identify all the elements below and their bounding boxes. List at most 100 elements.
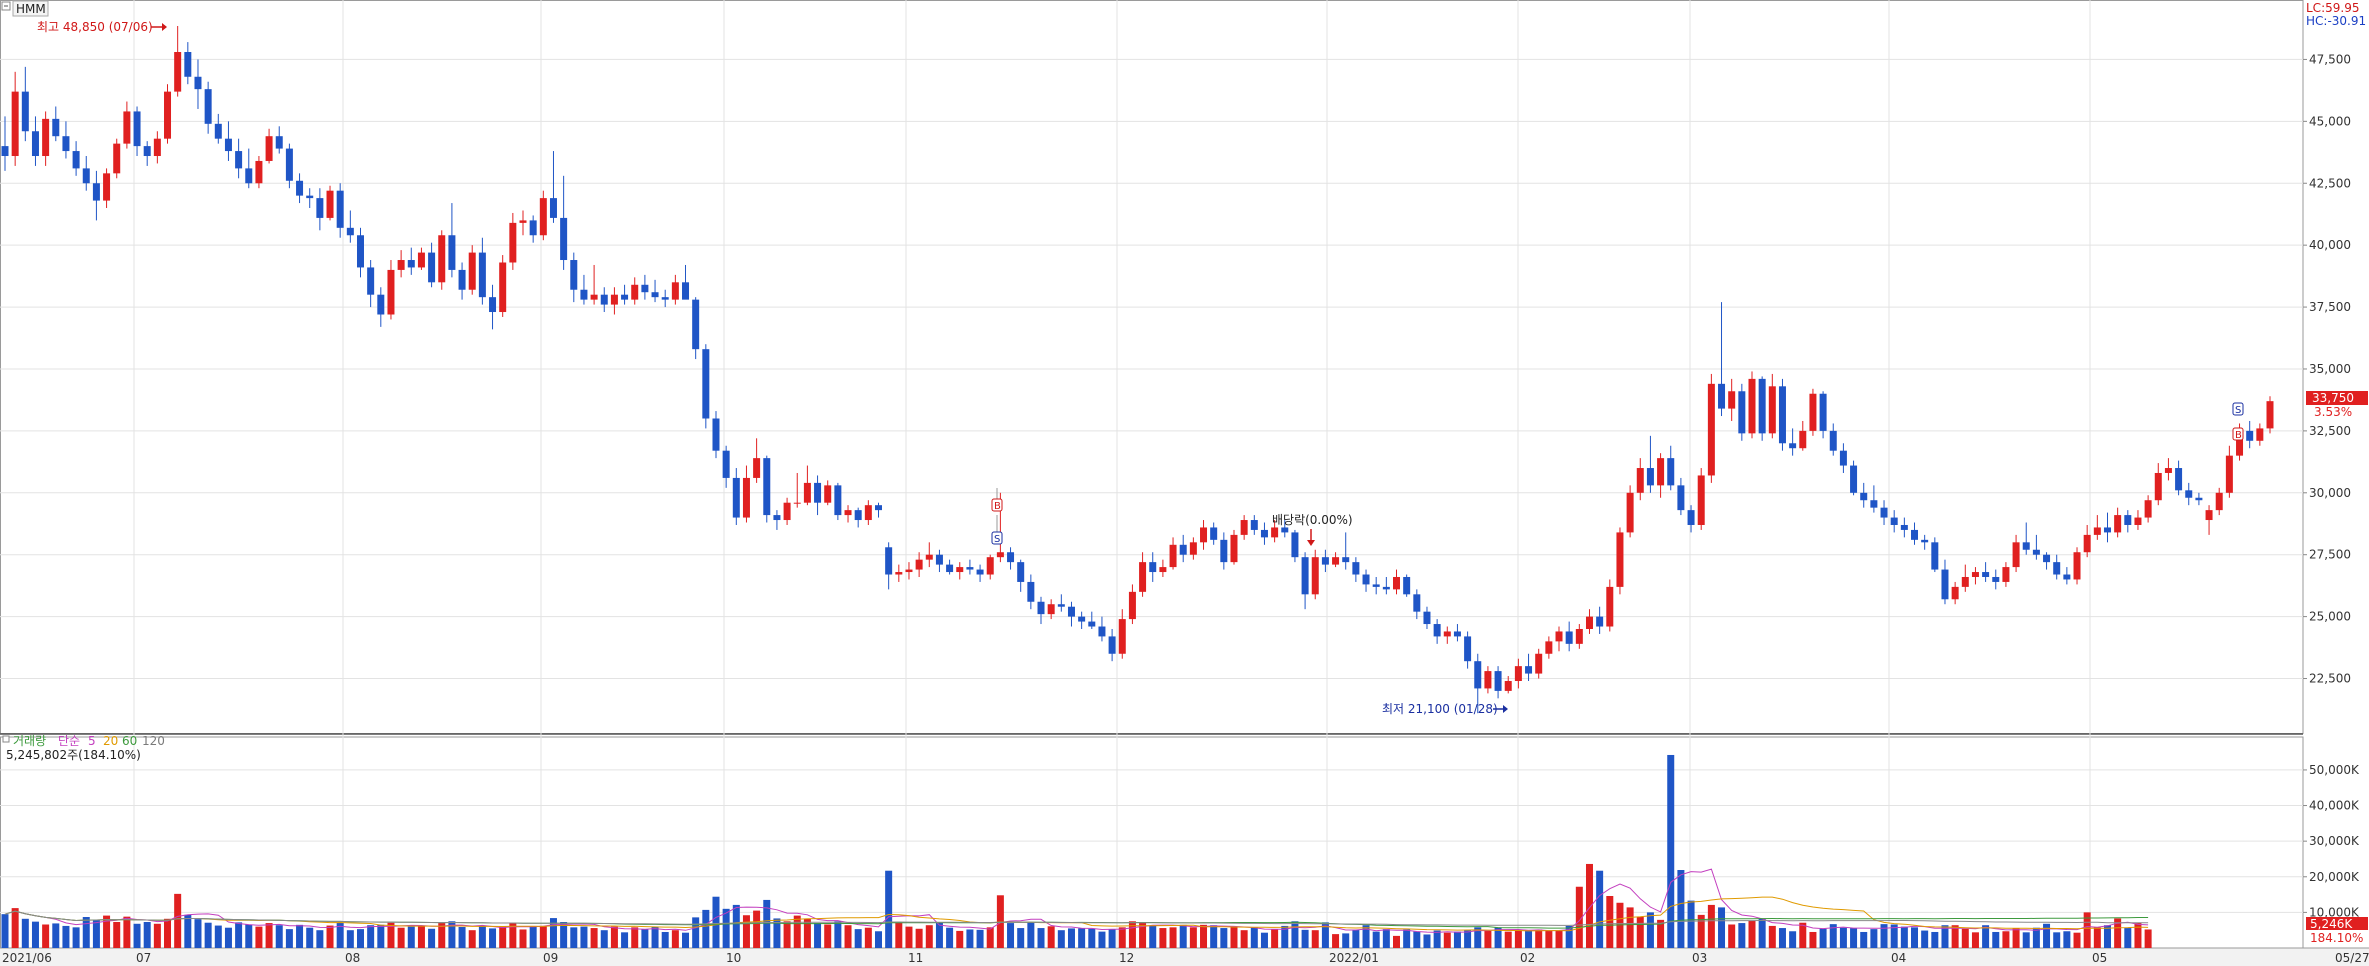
candle bbox=[1271, 520, 1279, 543]
volume-bar bbox=[854, 929, 862, 948]
volume-bar bbox=[935, 922, 943, 948]
candle-body bbox=[2063, 574, 2071, 580]
candle bbox=[763, 455, 771, 523]
price-axis: 22,500 25,000 27,500 30,000 32,500 35,000 37,5… bbox=[2303, 52, 2351, 686]
candle bbox=[285, 143, 293, 189]
candle-body bbox=[1860, 492, 1868, 501]
ticker-box[interactable]: HMM bbox=[1, 0, 49, 17]
candle-body bbox=[1525, 666, 1533, 674]
volume-bar bbox=[1961, 928, 1969, 948]
candle-body bbox=[2225, 455, 2233, 493]
candle-body bbox=[1393, 576, 1401, 590]
candle bbox=[2124, 510, 2132, 533]
candle bbox=[377, 287, 385, 327]
volume-bar bbox=[62, 925, 70, 948]
candle-body bbox=[326, 190, 334, 218]
candle-body bbox=[407, 260, 415, 268]
candle bbox=[1870, 485, 1878, 513]
volume-bar bbox=[336, 922, 344, 948]
candle bbox=[245, 148, 253, 189]
candle bbox=[1017, 559, 1025, 592]
candle-body bbox=[1250, 520, 1258, 530]
volume-panel-frame bbox=[0, 736, 2304, 949]
candle bbox=[1169, 537, 1177, 570]
volume-bar bbox=[164, 918, 172, 948]
candle-body bbox=[499, 262, 507, 313]
candle bbox=[2002, 562, 2010, 587]
volume-bar bbox=[1992, 931, 2000, 948]
date-tick-label: 11 bbox=[908, 951, 923, 965]
candle bbox=[1911, 522, 1919, 545]
candle bbox=[417, 247, 425, 270]
candle-body bbox=[1149, 562, 1157, 573]
candle-body bbox=[1941, 569, 1949, 600]
volume-bar bbox=[82, 917, 90, 948]
volume-bar bbox=[1758, 918, 1766, 948]
candle bbox=[1992, 569, 2000, 590]
candle bbox=[1839, 443, 1847, 473]
candle-body bbox=[489, 297, 497, 313]
volume-bar bbox=[478, 925, 486, 948]
volume-bar bbox=[1728, 924, 1736, 948]
volume-bar bbox=[2134, 923, 2142, 948]
candle bbox=[692, 297, 700, 360]
candle bbox=[164, 84, 172, 144]
volume-bar bbox=[661, 931, 669, 948]
candle-body bbox=[803, 482, 811, 503]
volume-bar bbox=[1839, 927, 1847, 948]
candle bbox=[2134, 510, 2142, 530]
candle-body bbox=[2053, 562, 2061, 575]
volume-bar bbox=[123, 916, 131, 948]
volume-bar bbox=[438, 923, 446, 948]
candle-body bbox=[1281, 527, 1289, 533]
date-axis: 2021/06 07 08 09 10 11 12 2022/01 02 03 04 05 05/27 bbox=[2, 951, 2369, 965]
candle-body bbox=[1870, 500, 1878, 508]
candle bbox=[1128, 584, 1136, 625]
candle bbox=[92, 170, 100, 221]
candle-body bbox=[1189, 542, 1197, 555]
volume-bar bbox=[753, 910, 761, 948]
volume-bar bbox=[2073, 932, 2081, 948]
candle-body bbox=[1565, 631, 1573, 644]
candle bbox=[1687, 505, 1695, 533]
volume-bar bbox=[1585, 863, 1593, 948]
candle-body bbox=[915, 559, 923, 570]
volume-bar bbox=[316, 930, 324, 948]
volume-bar bbox=[1971, 932, 1979, 948]
volume-bar bbox=[204, 922, 212, 948]
candle bbox=[570, 252, 578, 303]
volume-bar bbox=[824, 924, 832, 948]
candle bbox=[1616, 527, 1624, 595]
volume-bar bbox=[1870, 929, 1878, 948]
candle-body bbox=[1667, 458, 1675, 486]
volume-bar bbox=[946, 927, 954, 948]
volume-bar bbox=[21, 918, 29, 948]
candle-body bbox=[245, 168, 253, 184]
candle bbox=[1413, 589, 1421, 620]
candle-body bbox=[1301, 557, 1309, 595]
volume-tick-label: 50,000K bbox=[2309, 763, 2360, 777]
volume-bar bbox=[2083, 912, 2091, 948]
candle bbox=[1210, 522, 1218, 545]
candle bbox=[42, 111, 50, 166]
candle-body bbox=[1677, 485, 1685, 511]
candle-body bbox=[1778, 386, 1786, 444]
candle-body bbox=[1697, 475, 1705, 525]
candle bbox=[1941, 559, 1949, 605]
candle bbox=[82, 156, 90, 191]
candle bbox=[1565, 621, 1573, 652]
volume-bar bbox=[1453, 931, 1461, 948]
volume-bar bbox=[1860, 931, 1868, 948]
last-change: 3.53% bbox=[2314, 405, 2352, 419]
candle-body bbox=[1453, 631, 1461, 637]
candle-body bbox=[2093, 527, 2101, 535]
candle-body bbox=[621, 294, 629, 300]
candle bbox=[509, 212, 517, 270]
candle-body bbox=[1291, 532, 1299, 558]
volume-bar bbox=[1626, 907, 1634, 948]
volume-bar bbox=[986, 927, 994, 948]
volume-bar bbox=[42, 924, 50, 948]
price-tick-label: 35,000 bbox=[2309, 362, 2351, 376]
volume-bar bbox=[428, 928, 436, 948]
last-price: 33,750 bbox=[2312, 391, 2354, 405]
